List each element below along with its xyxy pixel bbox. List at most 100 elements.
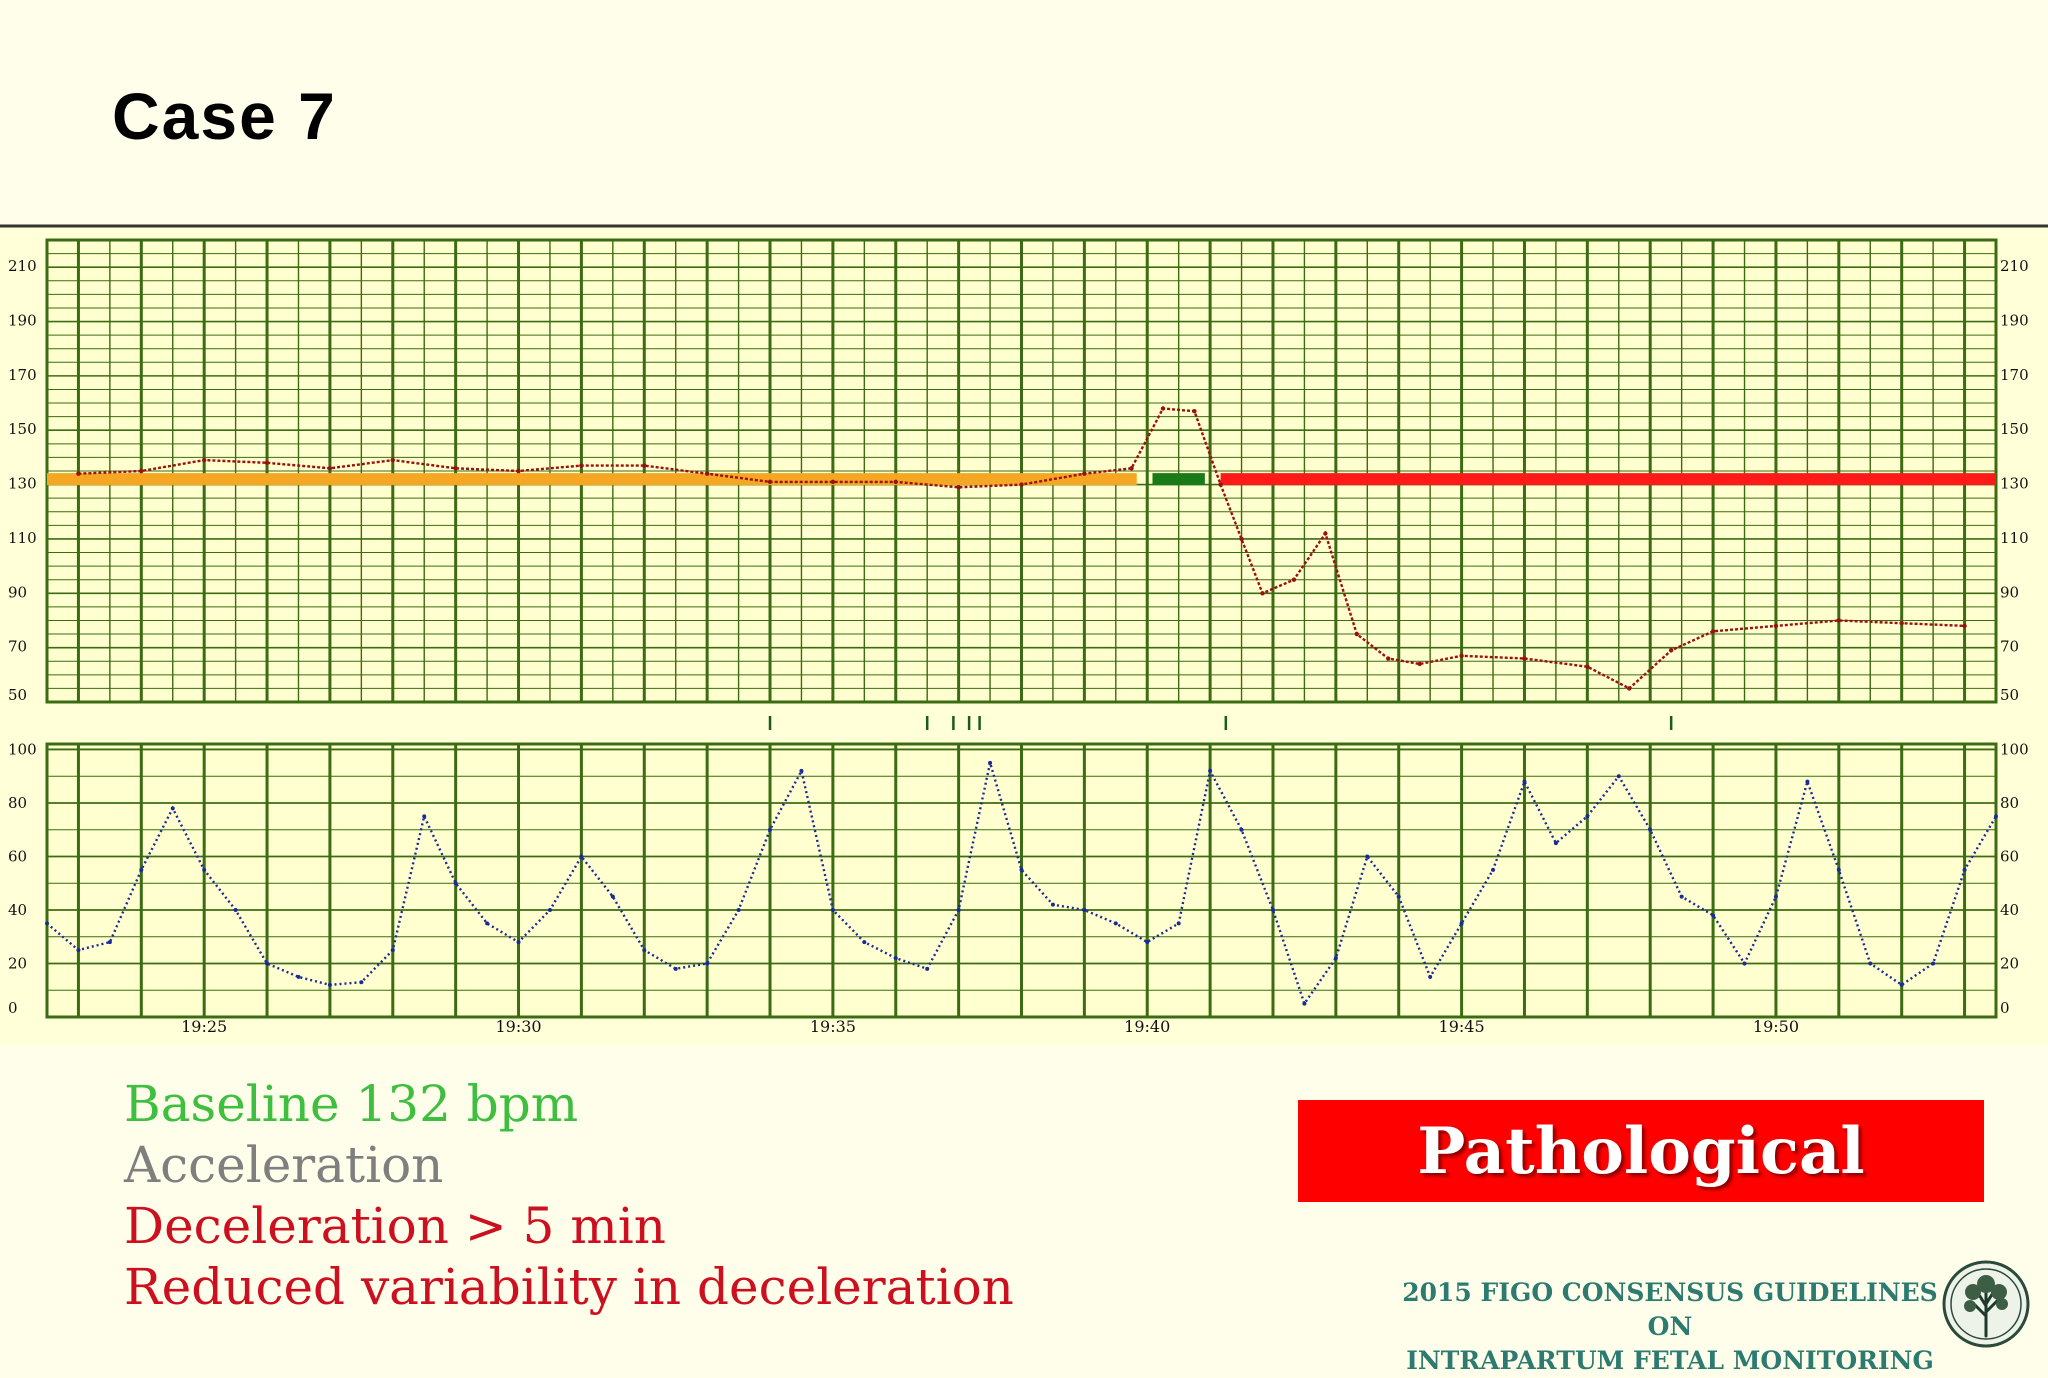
uc-point xyxy=(1994,814,1998,819)
uc-point xyxy=(453,881,458,886)
fhr-point xyxy=(1585,664,1590,669)
fhr-point xyxy=(1710,629,1716,634)
fhr-tick-left: 90 xyxy=(8,583,27,601)
time-tick-label: 19:45 xyxy=(1439,1017,1485,1036)
fhr-point xyxy=(1239,536,1244,542)
uc-point xyxy=(1019,867,1024,872)
note-baseline: Baseline 132 bpm xyxy=(124,1075,579,1133)
fhr-point xyxy=(1962,623,1967,629)
uc-point xyxy=(1270,907,1275,912)
fhr-point xyxy=(516,468,521,474)
uc-point xyxy=(579,854,584,859)
uc-point xyxy=(485,921,490,926)
fhr-point xyxy=(327,466,333,471)
uc-tick-left: 100 xyxy=(8,740,37,758)
uc-point xyxy=(1836,867,1841,872)
guidelines-line-1: 2015 FIGO CONSENSUS GUIDELINES ON xyxy=(1402,1278,1938,1341)
uc-point xyxy=(799,768,804,773)
uc-point xyxy=(673,966,678,971)
uc-point xyxy=(547,907,552,912)
uc-point xyxy=(359,980,364,985)
uc-tick-left: 80 xyxy=(8,794,27,812)
uc-point xyxy=(1428,974,1433,979)
fhr-point xyxy=(1160,406,1166,411)
fhr-point xyxy=(1291,577,1297,582)
fhr-point xyxy=(139,468,144,474)
uc-point xyxy=(956,907,961,912)
fhr-point xyxy=(1773,623,1779,629)
uc-point xyxy=(1931,961,1936,966)
time-tick-label: 19:25 xyxy=(181,1017,227,1036)
uc-trace xyxy=(46,762,1998,1007)
fhr-tick-right: 70 xyxy=(2000,638,2019,656)
uc-point xyxy=(1459,921,1464,926)
fhr-point xyxy=(453,466,458,471)
fhr-point xyxy=(1836,618,1842,623)
uc-point xyxy=(1239,827,1244,832)
fhr-tick-right: 110 xyxy=(2000,529,2029,547)
fhr-tick-left: 170 xyxy=(8,366,37,384)
fhr-point xyxy=(76,471,81,476)
uc-point xyxy=(202,867,207,872)
uc-point xyxy=(1962,867,1967,872)
fhr-point xyxy=(1899,620,1904,626)
uc-tick-right: 40 xyxy=(2000,901,2019,919)
fhr-tick-left: 150 xyxy=(8,420,37,438)
fhr-tick-right: 170 xyxy=(2000,366,2029,384)
fhr-tick-left: 130 xyxy=(8,475,37,493)
uc-point xyxy=(1616,774,1621,779)
uc-point xyxy=(390,948,395,953)
fhr-tick-left: 110 xyxy=(8,529,37,547)
fhr-point xyxy=(1668,648,1674,653)
uc-point xyxy=(1208,768,1213,773)
fhr-point xyxy=(1417,661,1422,667)
fhr-point xyxy=(1218,482,1223,487)
slide-title: Case 7 xyxy=(112,79,337,153)
uc-point xyxy=(516,940,521,945)
uc-point xyxy=(893,956,898,961)
uc-point xyxy=(642,948,647,953)
event-marks xyxy=(768,716,1673,730)
time-tick-label: 19:40 xyxy=(1124,1017,1170,1036)
uc-point xyxy=(830,907,835,912)
uc-point xyxy=(1553,841,1558,846)
uc-point xyxy=(1679,894,1684,899)
fhr-point xyxy=(1082,471,1087,476)
fhr-tick-left: 210 xyxy=(8,257,37,275)
fhr-tick-right: 130 xyxy=(2000,475,2029,493)
case-notes: Baseline 132 bpm Acceleration Decelerati… xyxy=(124,1074,1014,1318)
fhr-tick-right: 150 xyxy=(2000,420,2029,438)
figo-tree-logo-icon xyxy=(1942,1260,2030,1348)
uc-point xyxy=(1773,894,1778,899)
fhr-point xyxy=(1522,656,1527,661)
uc-point xyxy=(1648,827,1653,832)
fhr-point xyxy=(830,479,836,485)
uc-point xyxy=(1082,907,1087,912)
time-tick-label: 19:30 xyxy=(495,1017,541,1036)
uc-point xyxy=(1145,940,1150,945)
fhr-tick-left: 70 xyxy=(8,638,27,656)
uc-point xyxy=(1333,956,1338,961)
fhr-point xyxy=(1323,531,1328,536)
uc-point xyxy=(736,907,741,912)
guidelines-line-2: INTRAPARTUM FETAL MONITORING xyxy=(1406,1346,1934,1375)
uc-point xyxy=(1491,867,1496,872)
uc-point xyxy=(107,940,112,945)
fhr-point xyxy=(1192,409,1197,414)
fhr-point xyxy=(1260,591,1265,596)
uc-tick-left: 40 xyxy=(8,901,27,919)
note-acceleration: Acceleration xyxy=(124,1136,444,1194)
uc-point xyxy=(1302,1001,1307,1006)
uc-point xyxy=(1522,779,1527,784)
note-variability: Reduced variability in deceleration xyxy=(124,1258,1014,1316)
fhr-point xyxy=(264,460,270,466)
fhr-point xyxy=(642,463,647,468)
fhr-point xyxy=(704,471,710,476)
uc-point xyxy=(170,806,175,811)
uc-tick-right: 0 xyxy=(2000,999,2010,1017)
guidelines-credit: 2015 FIGO CONSENSUS GUIDELINES ON INTRAP… xyxy=(1395,1276,1945,1378)
note-deceleration: Deceleration > 5 min xyxy=(124,1197,666,1255)
uc-point xyxy=(233,907,238,912)
fhr-tick-left: 190 xyxy=(8,312,37,330)
fhr-point xyxy=(1129,466,1134,471)
